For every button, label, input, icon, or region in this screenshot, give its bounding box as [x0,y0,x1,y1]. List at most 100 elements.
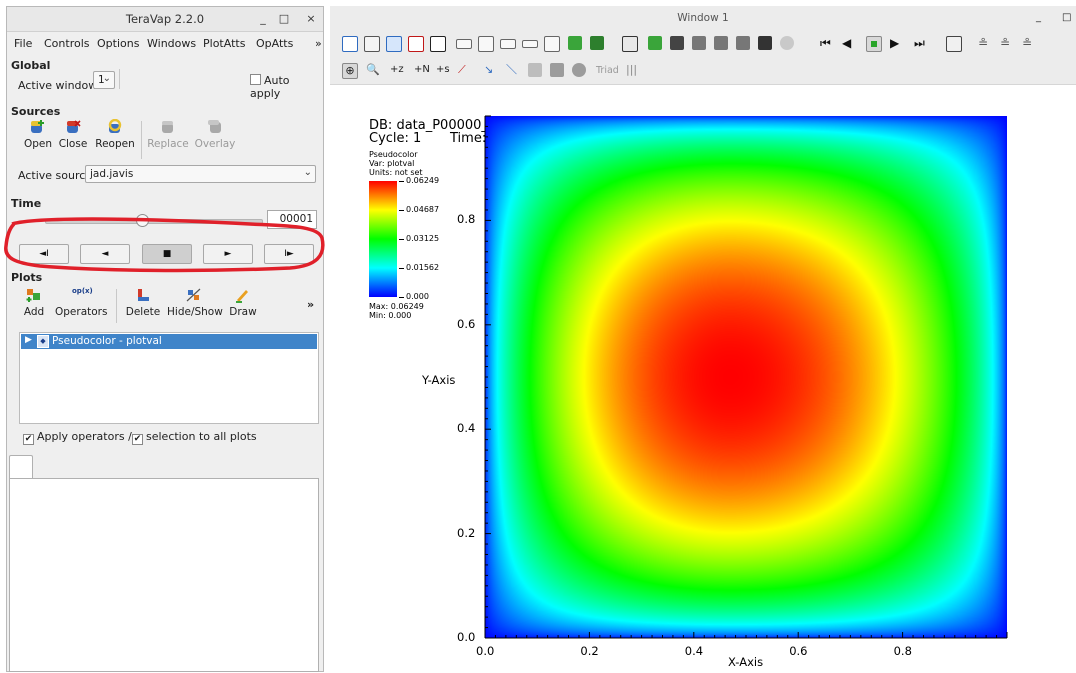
axis-restriction-icon[interactable]: ||| [626,63,638,76]
spreadsheet-pick-icon[interactable]: +s [436,64,450,75]
legend-plot-type: Pseudocolor [369,150,418,159]
active-source-select[interactable]: jad.javis ⌄ [85,165,316,183]
tab-blank[interactable] [9,455,33,480]
lineout-icon[interactable]: ↘ [484,63,494,76]
reopen-button[interactable]: Reopen [95,119,135,150]
legend-colorbar [369,181,397,297]
add-plot-button[interactable]: Add [19,287,49,318]
save-image-icon[interactable] [946,36,962,52]
copy-everything-icon[interactable] [758,36,772,50]
layout-1x2-icon[interactable] [456,39,472,49]
layout-3x2-icon[interactable] [522,40,538,48]
hide-show-icon [186,288,201,302]
active-source-value: jad.javis [90,168,134,180]
sources-heading: Sources [11,105,61,118]
viz-minimize-button[interactable]: _ [1036,12,1041,23]
copy-view-icon[interactable] [670,36,684,50]
operators-button[interactable]: op(x) Operators [55,287,107,318]
animation-stop-icon[interactable] [866,36,882,52]
lock-view-icon[interactable] [568,36,582,50]
overlay-button[interactable]: Overlay [193,119,237,150]
node-pick-icon[interactable]: +N [414,64,430,75]
viz-window-titlebar[interactable]: Window 1 _ □ [330,6,1076,30]
layout-2x2-icon[interactable] [478,36,494,52]
minimize-button[interactable]: _ [260,12,266,25]
plot-list[interactable]: ▶ ◆ Pseudocolor - plotval [19,332,319,424]
replace-label: Replace [147,138,189,150]
maximize-button[interactable]: □ [278,12,290,25]
auto-apply-checkbox[interactable]: Auto apply [250,74,323,100]
animation-reverse-icon[interactable]: ◀ [842,36,852,50]
new-window-icon[interactable] [364,36,380,52]
copy-plots-icon[interactable] [648,36,662,50]
menu-bar: File Controls Options Windows PlotAtts O… [7,33,323,53]
menu-controls[interactable]: Controls [44,37,90,50]
menu-options[interactable]: Options [97,37,140,50]
hide-show-button[interactable]: Hide/Show [167,287,223,318]
viz-maximize-button[interactable]: □ [1062,12,1072,23]
open-button[interactable]: Open [23,119,53,150]
colorbar-tick-label: 0.000 [406,292,429,301]
menu-file[interactable]: File [14,37,33,50]
view-3d-icon[interactable] [622,36,638,52]
replace-button[interactable]: Replace [147,119,189,150]
layout-3x3-icon[interactable] [544,36,560,52]
delete-plot-button[interactable]: Delete [123,287,163,318]
plane-tool-icon[interactable] [528,63,542,77]
box-tool-icon[interactable] [550,63,564,77]
active-window-select[interactable]: 1 ⌄ [93,71,115,89]
open-label: Open [23,138,53,150]
plots-more-button[interactable]: » [307,298,315,311]
zoom-magnifier-icon[interactable]: 🔍 [366,63,380,76]
control-window-titlebar[interactable]: TeraVap 2.2.0 _ □ × [7,7,323,32]
delete-plot-label: Delete [125,306,161,318]
animation-step-forward-icon[interactable]: ⏭ [914,36,925,50]
selection-all-plots-checkbox[interactable]: ✔ selection to all plots [132,430,257,445]
menu-plotatts[interactable]: PlotAtts [203,37,246,50]
line-tool-icon[interactable]: ＼ [506,63,517,76]
divider [141,121,142,159]
close-button[interactable]: × [306,12,316,25]
copy-annotations-icon[interactable] [714,36,728,50]
active-window-value: 1 [98,74,105,86]
plot-list-item[interactable]: ▶ ◆ Pseudocolor - plotval [21,334,317,349]
plot-attributes-tab-area [9,455,319,673]
add-plot-label: Add [23,306,45,318]
recent-db-3-icon[interactable]: ≗ [1022,36,1033,50]
close-source-button[interactable]: Close [57,119,89,150]
recent-db-2-icon[interactable]: ≗ [1000,36,1011,50]
draw-button[interactable]: Draw [225,287,261,318]
sphere-tool-icon[interactable] [572,63,586,77]
reopen-database-icon [108,119,122,133]
zone-pick-icon[interactable]: +z [390,64,404,75]
expand-triangle-icon[interactable]: ▶ [25,335,32,345]
toggle-active-icon[interactable] [342,36,358,52]
copy-all-icon[interactable] [736,36,750,50]
navigate-mode-icon[interactable]: ⊕ [342,63,358,79]
clear-window-icon[interactable] [430,36,446,52]
checkmark-icon: ✔ [132,434,143,445]
apply-operators-checkbox[interactable]: ✔ Apply operators / [23,430,132,445]
animation-step-back-icon[interactable]: ⏮ [820,36,831,50]
lock-time-icon[interactable] [590,36,604,50]
y-tick-label: 0.6 [457,316,476,331]
colorbar-tick-mark [399,181,404,182]
layout-2x3-icon[interactable] [500,39,516,49]
menu-windows[interactable]: Windows [147,37,197,50]
x-tick-label: 0.4 [684,644,704,658]
recent-db-1-icon[interactable]: ≗ [978,36,989,50]
delete-window-icon[interactable] [408,36,424,52]
triad-tool[interactable]: Triad [596,65,619,76]
operators-icon: op(x) [72,287,93,295]
active-window-label: Active window [18,79,98,92]
curve-pick-icon[interactable]: ⟋ [458,63,466,76]
animation-play-icon[interactable]: ▶ [890,36,900,50]
menu-more[interactable]: » [315,37,322,50]
clone-window-icon[interactable] [386,36,402,52]
y-axis-label: Y-Axis [422,373,456,387]
copy-lighting-icon[interactable] [692,36,706,50]
menu-opatts[interactable]: OpAtts [256,37,294,50]
pseudocolor-field [485,116,1007,638]
legend-var: Var: plotval [369,159,415,168]
reset-view-icon[interactable] [780,36,794,50]
